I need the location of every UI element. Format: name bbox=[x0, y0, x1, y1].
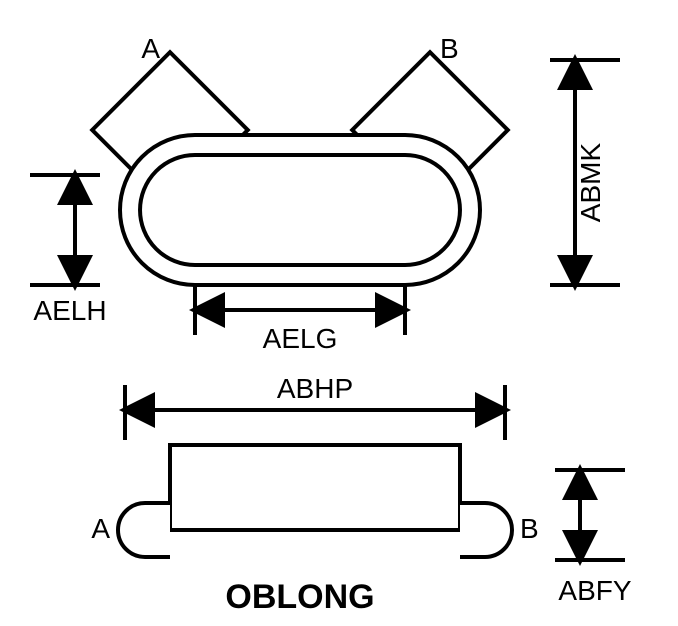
side-body bbox=[170, 445, 460, 530]
top-stadium-inner bbox=[140, 155, 460, 265]
dim-label-AELH: AELH bbox=[33, 295, 106, 326]
dim-label-ABFY: ABFY bbox=[558, 575, 631, 606]
dim-ABFY: ABFY bbox=[555, 470, 632, 606]
label-side-A: A bbox=[91, 513, 110, 544]
side-cap-right bbox=[460, 503, 512, 557]
label-top-A: A bbox=[141, 33, 160, 64]
dim-ABMK: ABMK bbox=[550, 60, 620, 285]
dim-label-ABHP: ABHP bbox=[277, 373, 353, 404]
dim-ABHP: ABHP bbox=[125, 373, 505, 440]
dim-label-AELG: AELG bbox=[263, 323, 338, 354]
dim-AELG: AELG bbox=[195, 285, 405, 354]
dim-AELH: AELH bbox=[30, 175, 107, 326]
side-cap-left bbox=[118, 503, 170, 557]
label-side-B: B bbox=[520, 513, 539, 544]
diagram-title: OBLONG bbox=[225, 578, 374, 616]
dim-label-ABMK: ABMK bbox=[575, 143, 606, 223]
label-top-B: B bbox=[440, 33, 459, 64]
